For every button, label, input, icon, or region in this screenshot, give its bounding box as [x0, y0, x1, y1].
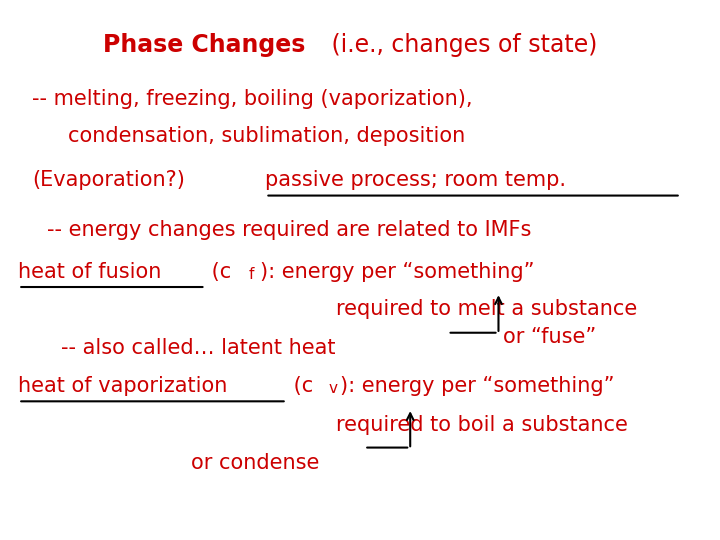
- Text: (i.e., changes of state): (i.e., changes of state): [324, 33, 598, 57]
- Text: passive process; room temp.: passive process; room temp.: [266, 170, 567, 190]
- Text: -- energy changes required are related to IMFs: -- energy changes required are related t…: [47, 220, 531, 240]
- Text: f: f: [248, 267, 254, 282]
- Text: required to melt a substance: required to melt a substance: [336, 299, 637, 319]
- Text: -- melting, freezing, boiling (vaporization),: -- melting, freezing, boiling (vaporizat…: [32, 89, 473, 109]
- Text: condensation, sublimation, deposition: condensation, sublimation, deposition: [68, 126, 465, 146]
- Text: heat of vaporization: heat of vaporization: [18, 376, 228, 396]
- Text: (c: (c: [205, 262, 232, 282]
- Text: v: v: [329, 381, 338, 396]
- Text: -- also called… latent heat: -- also called… latent heat: [60, 338, 335, 358]
- Text: or condense: or condense: [192, 454, 320, 474]
- Text: or “fuse”: or “fuse”: [503, 327, 596, 347]
- Text: heat of fusion: heat of fusion: [18, 262, 162, 282]
- Text: (c: (c: [287, 376, 313, 396]
- Text: required to boil a substance: required to boil a substance: [336, 415, 628, 435]
- Text: (Evaporation?): (Evaporation?): [32, 170, 185, 190]
- Text: ): energy per “something”: ): energy per “something”: [341, 376, 615, 396]
- Text: ): energy per “something”: ): energy per “something”: [260, 262, 534, 282]
- Text: Phase Changes: Phase Changes: [103, 33, 305, 57]
